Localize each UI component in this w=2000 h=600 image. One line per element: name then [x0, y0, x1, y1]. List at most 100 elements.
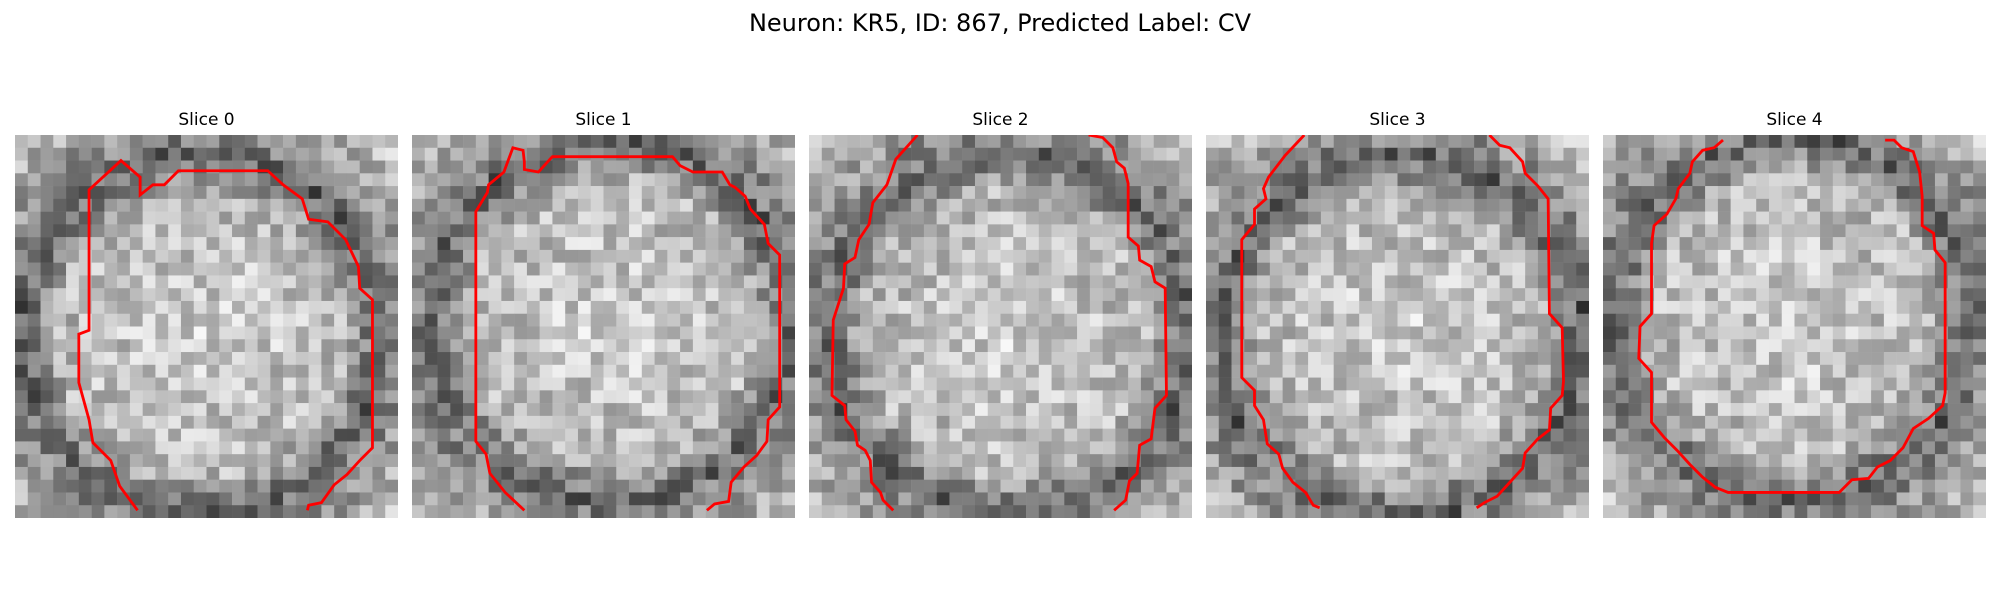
image-pixel: [1013, 454, 1027, 468]
image-pixel: [475, 377, 489, 391]
image-pixel: [949, 339, 963, 353]
image-pixel: [475, 288, 489, 302]
image-pixel: [1486, 326, 1500, 340]
image-pixel: [641, 249, 655, 263]
image-pixel: [718, 300, 732, 314]
image-pixel: [15, 262, 29, 276]
image-pixel: [1000, 492, 1014, 506]
image-pixel: [936, 313, 950, 327]
image-pixel: [15, 454, 29, 468]
image-pixel: [1140, 313, 1154, 327]
image-pixel: [1973, 135, 1986, 149]
image-pixel: [1730, 428, 1744, 442]
image-pixel: [244, 505, 258, 518]
image-pixel: [1973, 466, 1986, 480]
image-pixel: [1486, 441, 1500, 455]
image-pixel: [1743, 300, 1757, 314]
image-pixel: [539, 390, 553, 404]
image-pixel: [1909, 262, 1923, 276]
image-pixel: [501, 249, 515, 263]
image-pixel: [641, 403, 655, 417]
image-pixel: [424, 249, 438, 263]
image-pixel: [1858, 198, 1872, 212]
image-pixel: [1871, 173, 1885, 187]
image-pixel: [334, 186, 348, 200]
image-pixel: [718, 377, 732, 391]
image-pixel: [1206, 249, 1220, 263]
image-pixel: [1231, 186, 1245, 200]
image-pixel: [1947, 339, 1961, 353]
image-pixel: [1743, 352, 1757, 366]
image-pixel: [974, 288, 988, 302]
image-pixel: [526, 352, 540, 366]
image-pixel: [180, 326, 194, 340]
image-pixel: [1269, 403, 1283, 417]
image-pixel: [295, 249, 309, 263]
image-pixel: [629, 147, 643, 161]
image-pixel: [219, 211, 233, 225]
image-pixel: [1206, 403, 1220, 417]
image-pixel: [129, 479, 143, 493]
image-pixel: [692, 415, 706, 429]
image-pixel: [1960, 479, 1974, 493]
image-pixel: [1371, 454, 1385, 468]
image-pixel: [1883, 326, 1897, 340]
image-pixel: [1166, 135, 1180, 149]
image-pixel: [1064, 262, 1078, 276]
image-pixel: [1333, 415, 1347, 429]
image-pixel: [847, 403, 861, 417]
image-pixel: [385, 390, 398, 404]
image-pixel: [424, 390, 438, 404]
image-pixel: [987, 288, 1001, 302]
image-pixel: [1807, 300, 1821, 314]
image-pixel: [834, 339, 848, 353]
image-pixel: [1896, 262, 1910, 276]
image-pixel: [654, 352, 668, 366]
image-pixel: [27, 428, 41, 442]
image-pixel: [129, 339, 143, 353]
image-pixel: [129, 505, 143, 518]
image-pixel: [603, 173, 617, 187]
image-pixel: [244, 198, 258, 212]
image-pixel: [1423, 262, 1437, 276]
image-pixel: [334, 313, 348, 327]
image-pixel: [514, 300, 528, 314]
image-pixel: [475, 160, 489, 174]
image-pixel: [885, 211, 899, 225]
image-pixel: [359, 173, 373, 187]
image-pixel: [718, 313, 732, 327]
image-pixel: [321, 186, 335, 200]
image-pixel: [1922, 505, 1936, 518]
image-pixel: [936, 249, 950, 263]
image-pixel: [809, 492, 823, 506]
image-pixel: [809, 147, 823, 161]
image-pixel: [53, 326, 67, 340]
image-pixel: [603, 147, 617, 161]
image-pixel: [1461, 160, 1475, 174]
image-pixel: [142, 441, 156, 455]
image-pixel: [1973, 415, 1986, 429]
image-pixel: [346, 224, 360, 238]
image-pixel: [667, 454, 681, 468]
image-pixel: [743, 275, 757, 289]
image-pixel: [514, 262, 528, 276]
image-pixel: [1960, 288, 1974, 302]
image-pixel: [501, 390, 515, 404]
image-pixel: [1038, 403, 1052, 417]
image-pixel: [1563, 505, 1577, 518]
image-pixel: [1000, 505, 1014, 518]
image-pixel: [1026, 492, 1040, 506]
image-pixel: [1807, 377, 1821, 391]
image-pixel: [1128, 364, 1142, 378]
image-pixel: [1692, 326, 1706, 340]
image-pixel: [1448, 275, 1462, 289]
image-pixel: [1179, 364, 1192, 378]
image-pixel: [1730, 466, 1744, 480]
image-pixel: [1628, 300, 1642, 314]
image-pixel: [1922, 237, 1936, 251]
image-pixel: [1781, 186, 1795, 200]
image-pixel: [1563, 211, 1577, 225]
image-pixel: [821, 198, 835, 212]
image-pixel: [1499, 454, 1513, 468]
image-pixel: [1000, 326, 1014, 340]
